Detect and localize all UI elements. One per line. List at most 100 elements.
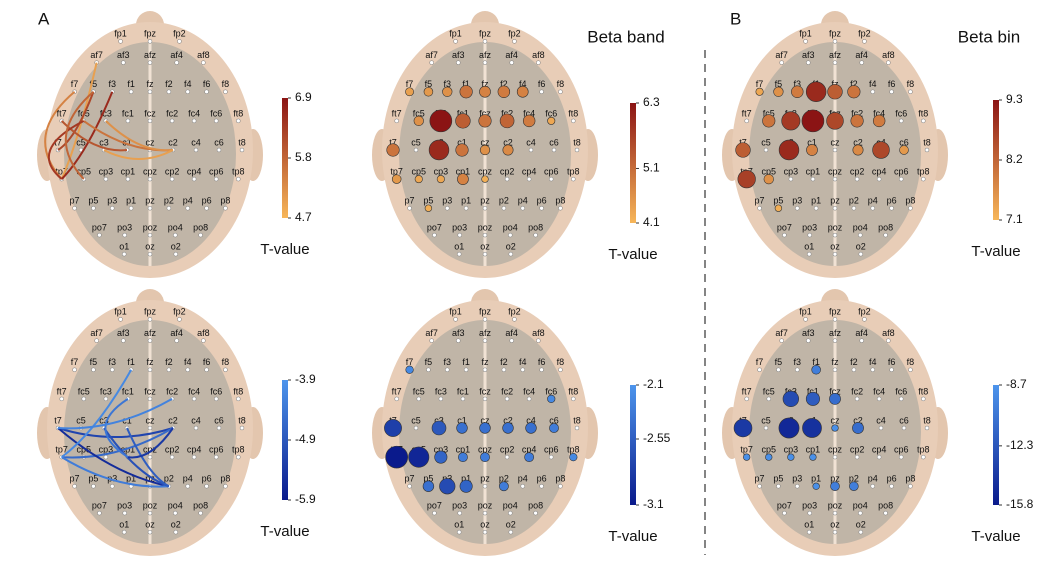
electrode bbox=[901, 425, 907, 431]
electrode-label: c6 bbox=[899, 415, 909, 425]
node bbox=[424, 204, 433, 212]
electrode-label: c5 bbox=[76, 415, 86, 425]
electrode-label: cp2 bbox=[500, 166, 515, 176]
electrode bbox=[456, 251, 462, 257]
electrode bbox=[463, 205, 469, 211]
electrode-label: fpz bbox=[479, 307, 492, 317]
electrode-label: f7 bbox=[756, 79, 764, 89]
colorbar-tick-label: 5.1 bbox=[643, 161, 660, 175]
electrode-label: f6 bbox=[538, 357, 546, 367]
electrode-label: fc2 bbox=[501, 386, 513, 396]
node bbox=[735, 142, 751, 158]
electrode-label: p4 bbox=[868, 474, 878, 484]
electrode bbox=[886, 338, 891, 343]
node bbox=[439, 478, 456, 495]
electrode bbox=[520, 367, 525, 373]
electrode bbox=[795, 205, 800, 211]
electrode-label: p3 bbox=[792, 196, 802, 206]
electrode-label: fc6 bbox=[895, 108, 907, 118]
electrode-label: c3 bbox=[99, 137, 109, 147]
electrode-label: f2 bbox=[850, 79, 858, 89]
electrode-label: fc1 bbox=[122, 108, 134, 118]
electrode-label: af8 bbox=[882, 328, 895, 338]
electrode bbox=[204, 89, 209, 95]
electrode-label: po8 bbox=[528, 222, 543, 232]
electrode bbox=[528, 147, 534, 153]
electrode bbox=[782, 232, 787, 238]
electrode-label: oz bbox=[830, 520, 840, 530]
electrode-label: cp2 bbox=[850, 444, 865, 454]
electrode bbox=[456, 529, 462, 535]
electrode-label: po4 bbox=[168, 222, 183, 232]
electrode-label: fc3 bbox=[435, 386, 447, 396]
electrode bbox=[407, 205, 412, 211]
node bbox=[831, 424, 839, 432]
electrode-label: o2 bbox=[856, 520, 866, 530]
electrode-label: af8 bbox=[532, 50, 545, 60]
electrode bbox=[147, 425, 153, 431]
electrode-label: p4 bbox=[183, 474, 193, 484]
electrode-label: cp5 bbox=[77, 166, 92, 176]
electrode-label: fc6 bbox=[210, 108, 222, 118]
electrode-label: cp3 bbox=[99, 444, 114, 454]
electrode bbox=[394, 396, 399, 402]
colorbar bbox=[993, 100, 999, 220]
electrode bbox=[72, 205, 77, 211]
electrode bbox=[806, 529, 812, 535]
electrode bbox=[526, 396, 532, 402]
node bbox=[782, 390, 799, 408]
electrode bbox=[508, 510, 513, 516]
electrode-label: fp1 bbox=[799, 29, 812, 39]
electrode-label: c4 bbox=[526, 137, 536, 147]
node bbox=[442, 86, 453, 97]
electrode bbox=[536, 338, 541, 343]
electrode-label: fc2 bbox=[851, 108, 863, 118]
node bbox=[456, 422, 468, 434]
electrode-label: fc2 bbox=[501, 108, 513, 118]
electrode bbox=[807, 232, 812, 238]
colorbar-label: T-value bbox=[608, 528, 657, 545]
electrode-label: p3 bbox=[792, 474, 802, 484]
electrode-label: fc1 bbox=[807, 386, 819, 396]
electrode bbox=[236, 454, 241, 460]
electrode bbox=[571, 118, 576, 124]
electrode bbox=[223, 205, 228, 211]
electrode-label: tp8 bbox=[567, 166, 580, 176]
electrode-label: f1 bbox=[812, 357, 820, 367]
electrode bbox=[429, 60, 434, 65]
electrode bbox=[539, 367, 544, 373]
electrode-label: p8 bbox=[905, 474, 915, 484]
electrode-label: fc6 bbox=[895, 386, 907, 396]
electrode bbox=[536, 60, 541, 65]
colorbar-tick-label: 4.1 bbox=[643, 215, 660, 229]
electrode-label: fc2 bbox=[166, 386, 178, 396]
electrode-label: po4 bbox=[853, 222, 868, 232]
electrode bbox=[125, 176, 131, 182]
head-plot: fp1 fpz fp2 af7 af3 afz af4 af8 f7 f5 f3 f1 fz f2 f4 f6… bbox=[372, 289, 598, 556]
electrode-label: c1 bbox=[457, 415, 467, 425]
electrode bbox=[574, 425, 580, 431]
electrode bbox=[239, 147, 245, 153]
electrode-label: c1 bbox=[122, 137, 132, 147]
electrode-label: cp4 bbox=[872, 166, 887, 176]
electrode-label: p7 bbox=[755, 474, 765, 484]
electrode bbox=[889, 483, 894, 489]
electrode bbox=[533, 510, 538, 516]
electrode-label: c5 bbox=[411, 137, 421, 147]
electrode-label: o1 bbox=[804, 520, 814, 530]
electrode bbox=[558, 205, 563, 211]
colorbar-tick-label: -2.1 bbox=[643, 377, 664, 391]
electrode-label: c6 bbox=[549, 137, 559, 147]
electrode-label: cp2 bbox=[500, 444, 515, 454]
electrode bbox=[432, 510, 437, 516]
electrode-label: p2 bbox=[164, 196, 174, 206]
node bbox=[812, 482, 820, 490]
electrode-label: fc6 bbox=[545, 386, 557, 396]
electrode bbox=[806, 338, 811, 343]
electrode bbox=[128, 205, 134, 211]
electrode-label: ft7 bbox=[392, 386, 402, 396]
electrode bbox=[558, 89, 563, 95]
electrode bbox=[807, 510, 812, 516]
electrode-label: tp7 bbox=[390, 166, 403, 176]
electrode bbox=[147, 205, 153, 211]
